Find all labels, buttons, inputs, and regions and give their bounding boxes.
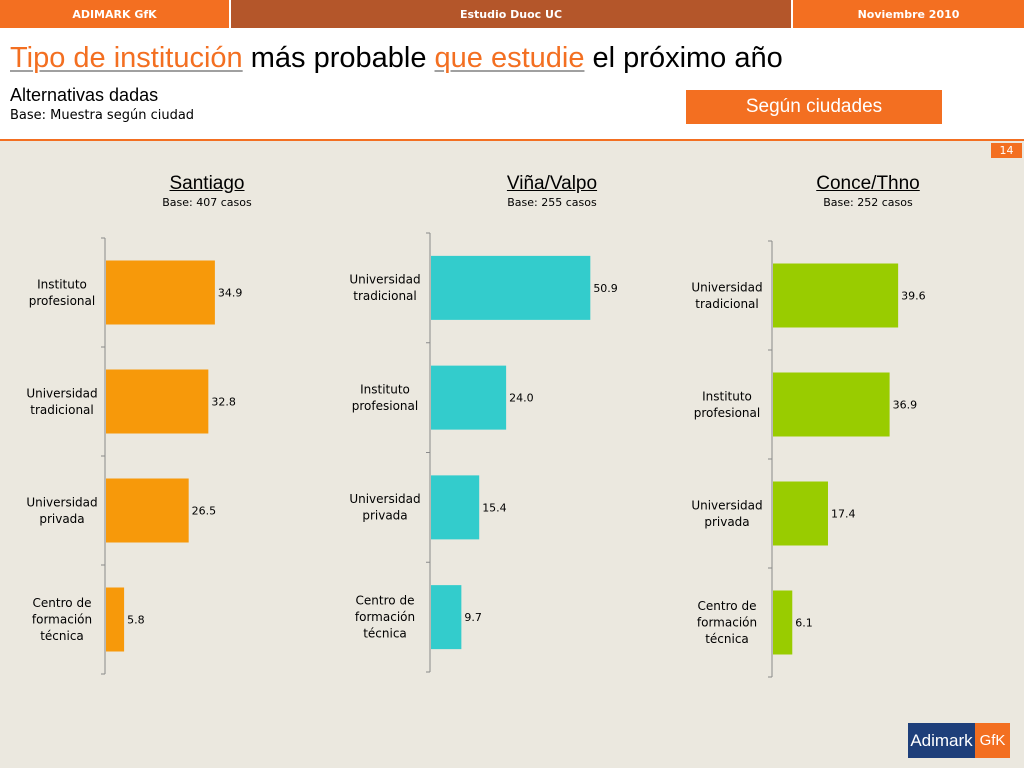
category-label-conce-1: Instituto profesional xyxy=(694,389,760,420)
category-label-santiago-0: Instituto profesional xyxy=(29,277,95,308)
category-label-vina-0: Universidad tradicional xyxy=(349,273,420,304)
page-number: 14 xyxy=(991,143,1022,158)
topbar-study: Estudio Duoc UC xyxy=(229,0,793,28)
value-label-vina-1: 24.0 xyxy=(509,392,534,405)
value-label-santiago-0: 34.9 xyxy=(218,287,243,300)
category-label-vina-2: Universidad privada xyxy=(349,492,420,523)
bar-vina-2 xyxy=(431,475,480,540)
title-highlight-1: Tipo de institución xyxy=(10,42,243,74)
bar-santiago-1 xyxy=(106,369,209,434)
category-label-vina-3: Centro de formación técnica xyxy=(355,594,415,641)
value-label-santiago-1: 32.8 xyxy=(211,396,236,409)
panel-base-conce: Base: 252 casos xyxy=(823,196,913,209)
panel-base-vina: Base: 255 casos xyxy=(507,196,597,209)
category-label-santiago-2: Universidad privada xyxy=(26,495,97,526)
category-label-santiago-1: Universidad tradicional xyxy=(26,386,97,417)
title-text-4: el próximo año xyxy=(584,42,783,74)
topbar-company: ADIMARK GfK xyxy=(0,0,229,28)
topbar-date: Noviembre 2010 xyxy=(793,0,1024,28)
panel-base-santiago: Base: 407 casos xyxy=(162,196,252,209)
category-label-conce-3: Centro de formación técnica xyxy=(697,599,757,646)
category-label-vina-1: Instituto profesional xyxy=(352,382,418,413)
value-label-conce-0: 39.6 xyxy=(901,290,926,303)
logo-suffix: GfK xyxy=(975,723,1010,758)
value-label-conce-1: 36.9 xyxy=(893,399,918,412)
category-label-conce-2: Universidad privada xyxy=(691,498,762,529)
bar-vina-3 xyxy=(431,585,462,650)
value-label-conce-2: 17.4 xyxy=(831,508,856,521)
header: Tipo de institución más probable que est… xyxy=(0,28,1024,141)
title-highlight-3: que estudie xyxy=(434,42,585,74)
value-label-santiago-3: 5.8 xyxy=(127,614,145,627)
bar-santiago-3 xyxy=(106,587,125,652)
bar-santiago-2 xyxy=(106,478,189,543)
value-label-vina-0: 50.9 xyxy=(593,282,618,295)
bar-vina-0 xyxy=(431,255,591,320)
title-text-2: más probable xyxy=(242,42,435,74)
panel-title-santiago: Santiago xyxy=(169,173,245,194)
bar-conce-0 xyxy=(773,263,899,328)
panel-title-vina: Viña/Valpo xyxy=(506,173,598,194)
logo-main: Adimark xyxy=(908,723,975,758)
page-title: Tipo de institución más probable que est… xyxy=(10,42,783,75)
bar-vina-1 xyxy=(431,365,507,430)
value-label-conce-3: 6.1 xyxy=(795,617,813,630)
value-label-santiago-2: 26.5 xyxy=(192,505,217,518)
category-label-santiago-3: Centro de formación técnica xyxy=(32,596,92,643)
panel-title-conce: Conce/Thno xyxy=(816,173,920,194)
category-label-conce-0: Universidad tradicional xyxy=(691,280,762,311)
page-subtitle: Alternativas dadas xyxy=(10,85,159,105)
bar-conce-2 xyxy=(773,481,828,546)
value-label-vina-3: 9.7 xyxy=(464,611,482,624)
top-bar: ADIMARK GfK Estudio Duoc UC Noviembre 20… xyxy=(0,0,1024,28)
segun-ciudades-button[interactable]: Según ciudades xyxy=(686,90,942,124)
adimark-logo: Adimark GfK xyxy=(908,723,1010,758)
bar-santiago-0 xyxy=(106,260,215,325)
bar-conce-3 xyxy=(773,590,793,655)
value-label-vina-2: 15.4 xyxy=(482,501,507,514)
page-base: Base: Muestra según ciudad xyxy=(10,108,195,123)
bar-conce-1 xyxy=(773,372,890,437)
